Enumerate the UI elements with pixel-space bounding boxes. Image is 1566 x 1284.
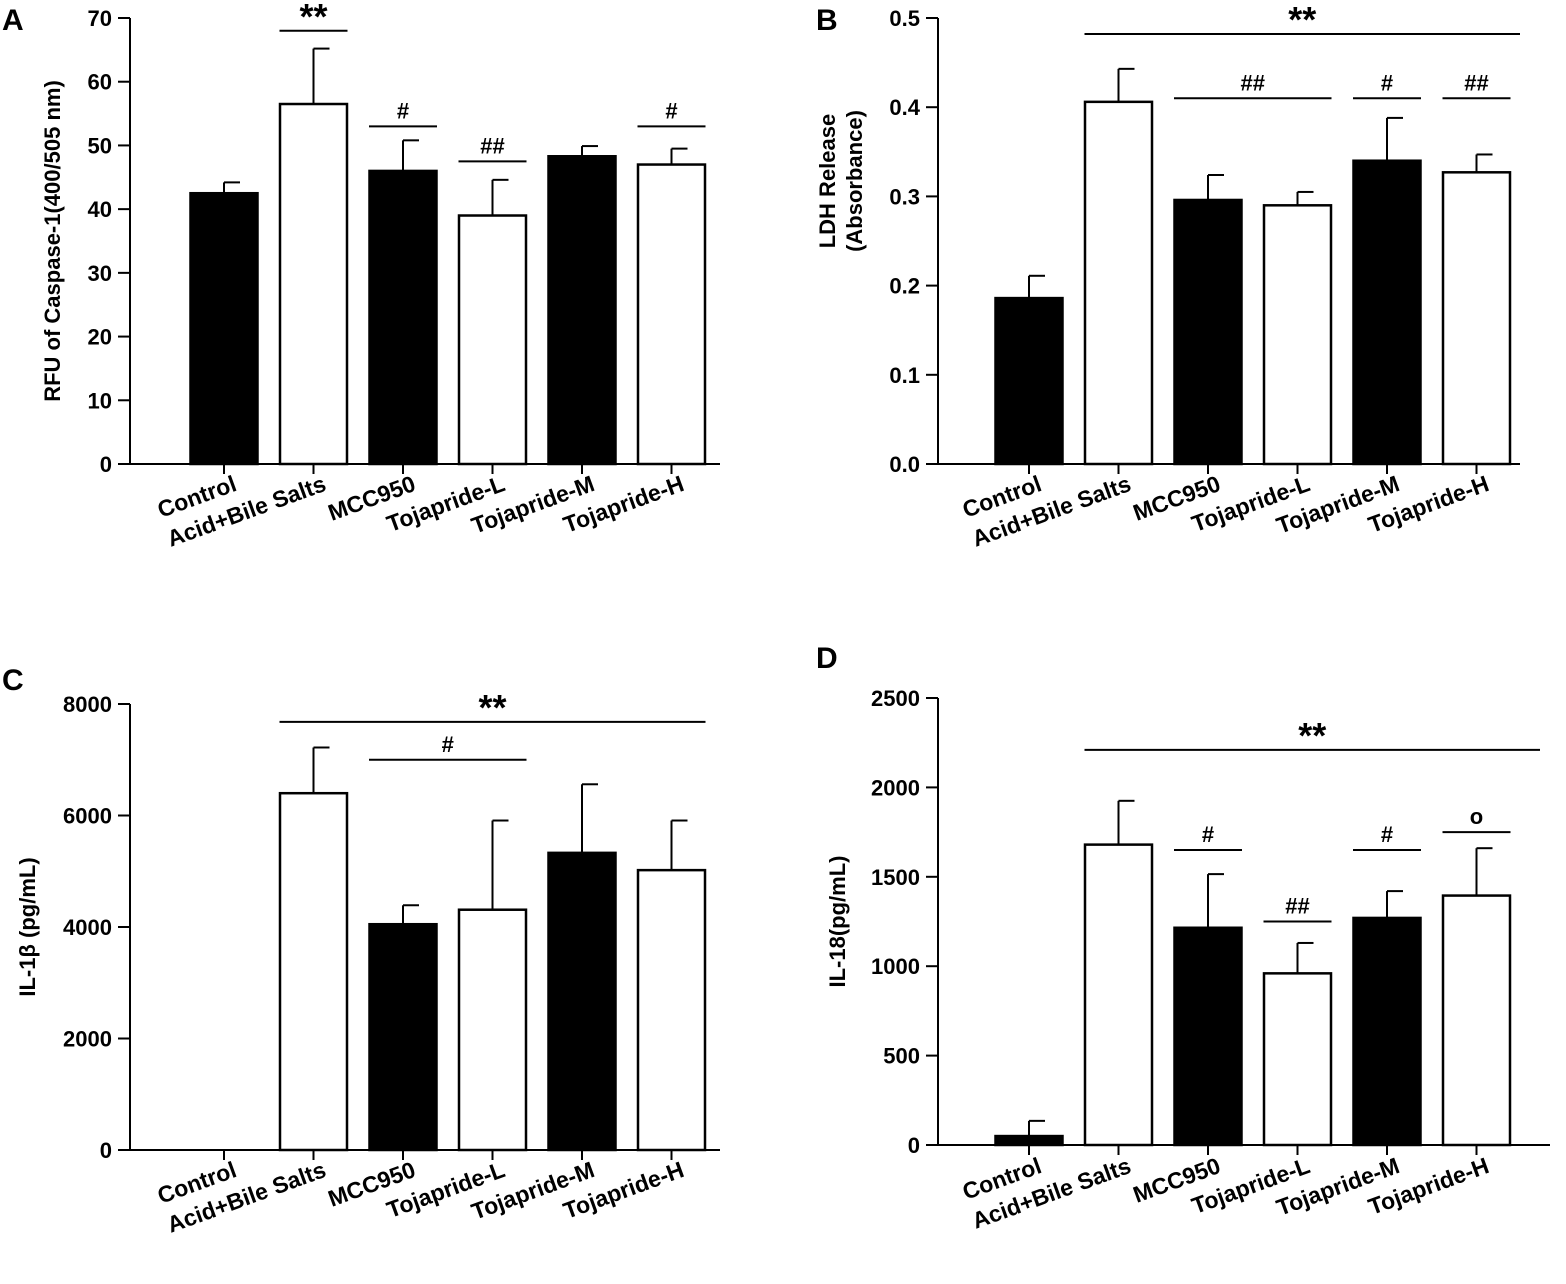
significance-mark: ** — [299, 0, 327, 37]
bar-tojapride-l — [457, 214, 528, 466]
y-tick-label: 1500 — [871, 865, 920, 890]
y-tick-label: 8000 — [63, 692, 112, 717]
significance-mark: ** — [1288, 0, 1316, 40]
y-axis-title: IL-18(pg/mL) — [825, 856, 850, 988]
bar-mcc950 — [1173, 198, 1243, 466]
bar-tojapride-h — [636, 868, 707, 1152]
y-tick-label: 0.2 — [889, 274, 920, 299]
y-tick-label: 2000 — [871, 775, 920, 800]
bar-control — [994, 296, 1064, 466]
y-tick-label: 0 — [100, 1138, 112, 1163]
significance-mark: # — [1381, 822, 1393, 847]
bar-tojapride-h — [636, 163, 707, 466]
significance-mark: # — [1381, 70, 1393, 95]
y-tick-label: 0.5 — [889, 6, 920, 31]
bar-acid-bile-salts — [1083, 843, 1154, 1147]
y-tick-label: 0.4 — [889, 95, 920, 120]
bar-tojapride-m — [547, 155, 617, 466]
significance-mark: ** — [1298, 715, 1326, 756]
significance-mark: ## — [1241, 70, 1265, 95]
significance-mark: ## — [480, 133, 504, 158]
y-tick-label: 6000 — [63, 804, 112, 829]
bar-tojapride-l — [1262, 972, 1333, 1147]
panel-letter: A — [2, 4, 24, 37]
y-tick-label: 1000 — [871, 954, 920, 979]
significance-mark: ## — [1285, 894, 1309, 919]
bar-tojapride-l — [457, 908, 528, 1152]
bar-control — [994, 1134, 1064, 1147]
y-axis-title: IL-1β (pg/mL) — [15, 857, 40, 996]
y-tick-label: 20 — [88, 325, 112, 350]
bar-tojapride-h — [1441, 894, 1512, 1147]
significance-mark: ## — [1464, 70, 1488, 95]
significance-mark: # — [442, 732, 454, 757]
bar-mcc950 — [368, 922, 438, 1152]
bar-mcc950 — [1173, 926, 1243, 1147]
bar-acid-bile-salts — [278, 791, 349, 1152]
y-tick-label: 2500 — [871, 686, 920, 711]
bar-tojapride-l — [1262, 204, 1333, 466]
chart-panel-a: A 0 10 20 30 40 50 60 70 RFU of Caspase-1(400/505… — [2, 0, 720, 552]
bar-acid-bile-salts — [1083, 100, 1154, 466]
bar-tojapride-m — [1352, 159, 1422, 466]
chart-panel-b: B 0.0 0.1 0.2 0.3 0.4 0.5 LDH Release (Absorbanc… — [815, 0, 1520, 552]
y-axis-title: RFU of Caspase-1(400/505 nm) — [40, 80, 65, 402]
y-tick-label: 0.3 — [889, 184, 920, 209]
y-tick-label: 2000 — [63, 1027, 112, 1052]
significance-mark: # — [397, 98, 409, 123]
y-tick-label: 10 — [88, 388, 112, 413]
bar-control — [189, 191, 259, 466]
y-tick-label: 60 — [88, 70, 112, 95]
panel-letter: C — [2, 664, 24, 697]
y-tick-label: 30 — [88, 261, 112, 286]
y-axis-title: (Absorbance) — [842, 110, 867, 252]
panel-letter: B — [816, 4, 838, 37]
panel-letter: D — [816, 642, 838, 675]
bar-tojapride-h — [1441, 171, 1512, 466]
chart-panel-d: D05001000150020002500IL-18(pg/mL)Control… — [816, 642, 1550, 1234]
bar-mcc950 — [368, 169, 438, 466]
y-tick-label: 0 — [100, 452, 112, 477]
y-tick-label: 500 — [883, 1044, 920, 1069]
significance-mark: ** — [478, 687, 506, 728]
y-tick-label: 0 — [908, 1133, 920, 1158]
significance-mark: # — [1202, 822, 1214, 847]
y-tick-label: 70 — [88, 6, 112, 31]
y-axis-title: LDH Release — [815, 114, 840, 249]
significance-mark: o — [1470, 804, 1483, 829]
y-tick-label: 0.0 — [889, 452, 920, 477]
y-tick-label: 50 — [88, 133, 112, 158]
significance-mark: # — [665, 98, 677, 123]
y-tick-label: 40 — [88, 197, 112, 222]
bar-tojapride-m — [547, 851, 617, 1152]
bar-tojapride-m — [1352, 916, 1422, 1147]
bar-acid-bile-salts — [278, 102, 349, 466]
y-tick-label: 0.1 — [889, 363, 920, 388]
y-tick-label: 4000 — [63, 915, 112, 940]
